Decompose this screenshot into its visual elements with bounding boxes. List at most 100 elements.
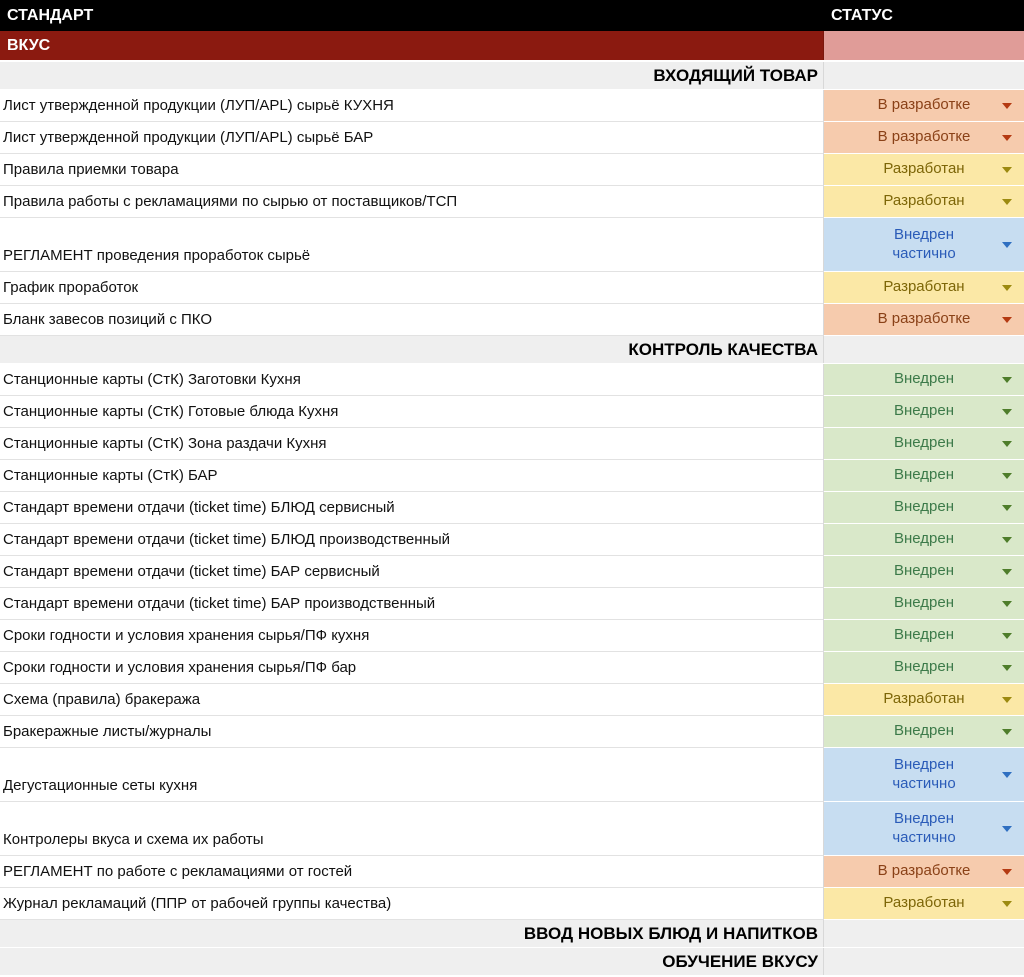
standard-label: Лист утвержденной продукции (ЛУП/APL) сы… [3, 128, 374, 146]
dropdown-arrow-icon[interactable] [1002, 771, 1012, 778]
standard-label: РЕГЛАМЕНТ по работе с рекламациями от го… [3, 862, 353, 880]
status-dropdown[interactable]: Разработан [824, 888, 1024, 920]
table-row: Станционные карты (СтК) БАР Внедрен [0, 460, 1024, 492]
dropdown-arrow-icon[interactable] [1002, 728, 1012, 735]
status-dropdown[interactable]: Разработан [824, 186, 1024, 218]
status-dropdown[interactable]: Внедрен [824, 556, 1024, 588]
dropdown-arrow-icon[interactable] [1002, 166, 1012, 173]
status-dropdown[interactable]: Внедрен [824, 492, 1024, 524]
status-dropdown[interactable]: В разработке [824, 856, 1024, 888]
dropdown-arrow-icon[interactable] [1002, 536, 1012, 543]
standard-label: График проработок [3, 278, 139, 296]
section-title: ВВОД НОВЫХ БЛЮД И НАПИТКОВ [523, 923, 818, 943]
status-dropdown[interactable]: В разработке [824, 304, 1024, 336]
status-label: Разработан [883, 278, 965, 296]
section-title: ОБУЧЕНИЕ ВКУСУ [662, 951, 818, 971]
category-status-cell[interactable] [824, 31, 1024, 60]
dropdown-arrow-icon[interactable] [1002, 376, 1012, 383]
status-dropdown[interactable]: Внедрен частично [824, 802, 1024, 856]
standard-label: Станционные карты (СтК) БАР [3, 466, 218, 484]
section-row: КОНТРОЛЬ КАЧЕСТВА [0, 336, 1024, 364]
status-dropdown[interactable]: Внедрен [824, 524, 1024, 556]
table-row: Сроки годности и условия хранения сырья/… [0, 652, 1024, 684]
status-label: Разработан [883, 160, 965, 178]
table-row: Станционные карты (СтК) Заготовки Кухня … [0, 364, 1024, 396]
table-row: РЕГЛАМЕНТ по работе с рекламациями от го… [0, 856, 1024, 888]
status-label: Внедрен [893, 722, 955, 740]
standard-label: РЕГЛАМЕНТ проведения проработок сырьё [3, 246, 311, 264]
dropdown-arrow-icon[interactable] [1002, 408, 1012, 415]
status-dropdown[interactable]: Внедрен [824, 428, 1024, 460]
status-dropdown[interactable]: Внедрен [824, 620, 1024, 652]
dropdown-arrow-icon[interactable] [1002, 102, 1012, 109]
status-dropdown[interactable]: Внедрен [824, 652, 1024, 684]
section-status-cell [824, 948, 1024, 975]
status-dropdown[interactable]: Внедрен частично [824, 218, 1024, 272]
dropdown-arrow-icon[interactable] [1002, 440, 1012, 447]
standard-label: Журнал рекламаций (ППР от рабочей группы… [3, 894, 392, 912]
dropdown-arrow-icon[interactable] [1002, 600, 1012, 607]
standard-label: Стандарт времени отдачи (ticket time) БЛ… [3, 530, 451, 548]
status-label: Внедрен [893, 530, 955, 548]
dropdown-arrow-icon[interactable] [1002, 632, 1012, 639]
status-label: Разработан [883, 192, 965, 210]
status-label: Внедрен [893, 370, 955, 388]
dropdown-arrow-icon[interactable] [1002, 316, 1012, 323]
status-dropdown[interactable]: В разработке [824, 90, 1024, 122]
status-dropdown[interactable]: Разработан [824, 684, 1024, 716]
status-label: Разработан [883, 690, 965, 708]
category-label: ВКУС [0, 31, 824, 60]
status-dropdown[interactable]: Внедрен [824, 364, 1024, 396]
table-row: Стандарт времени отдачи (ticket time) БА… [0, 588, 1024, 620]
section-status-cell [824, 920, 1024, 947]
dropdown-arrow-icon[interactable] [1002, 868, 1012, 875]
status-dropdown[interactable]: Разработан [824, 154, 1024, 186]
standard-label: Бракеражные листы/журналы [3, 722, 212, 740]
table-row: Стандарт времени отдачи (ticket time) БА… [0, 556, 1024, 588]
status-dropdown[interactable]: В разработке [824, 122, 1024, 154]
status-label: Внедрен [893, 562, 955, 580]
table-row: Схема (правила) бракеража Разработан [0, 684, 1024, 716]
table-row: Правила работы с рекламациями по сырью о… [0, 186, 1024, 218]
dropdown-arrow-icon[interactable] [1002, 900, 1012, 907]
status-dropdown[interactable]: Внедрен [824, 460, 1024, 492]
table-row: График проработок Разработан [0, 272, 1024, 304]
dropdown-arrow-icon[interactable] [1002, 696, 1012, 703]
standard-label: Бланк завесов позиций с ПКО [3, 310, 213, 328]
dropdown-arrow-icon[interactable] [1002, 472, 1012, 479]
dropdown-arrow-icon[interactable] [1002, 284, 1012, 291]
table-row: Сроки годности и условия хранения сырья/… [0, 620, 1024, 652]
dropdown-arrow-icon[interactable] [1002, 504, 1012, 511]
dropdown-arrow-icon[interactable] [1002, 198, 1012, 205]
standard-label: Стандарт времени отдачи (ticket time) БА… [3, 594, 436, 612]
standard-label: Контролеры вкуса и схема их работы [3, 830, 264, 848]
dropdown-arrow-icon[interactable] [1002, 664, 1012, 671]
status-label: Внедрен [893, 658, 955, 676]
dropdown-arrow-icon[interactable] [1002, 241, 1012, 248]
table-row: Лист утвержденной продукции (ЛУП/APL) сы… [0, 90, 1024, 122]
status-dropdown[interactable]: Внедрен [824, 396, 1024, 428]
section-title: КОНТРОЛЬ КАЧЕСТВА [628, 339, 818, 359]
standard-label: Стандарт времени отдачи (ticket time) БЛ… [3, 498, 395, 516]
dropdown-arrow-icon[interactable] [1002, 568, 1012, 575]
section-row: ВХОДЯЩИЙ ТОВАР [0, 62, 1024, 90]
status-label: Внедрен [893, 434, 955, 452]
standard-label: Дегустационные сеты кухня [3, 776, 198, 794]
standard-label: Станционные карты (СтК) Заготовки Кухня [3, 370, 301, 388]
dropdown-arrow-icon[interactable] [1002, 134, 1012, 141]
status-label: Внедрен [893, 498, 955, 516]
status-label: Разработан [883, 894, 965, 912]
status-dropdown[interactable]: Разработан [824, 272, 1024, 304]
status-label: В разработке [877, 128, 971, 146]
table-header-row: СТАНДАРТ СТАТУС [0, 0, 1024, 31]
category-row-vkus: ВКУС [0, 31, 1024, 62]
status-dropdown[interactable]: Внедрен [824, 716, 1024, 748]
status-dropdown[interactable]: Внедрен [824, 588, 1024, 620]
dropdown-arrow-icon[interactable] [1002, 825, 1012, 832]
status-dropdown[interactable]: Внедрен частично [824, 748, 1024, 802]
standard-label: Станционные карты (СтК) Готовые блюда Ку… [3, 402, 339, 420]
status-label: В разработке [877, 862, 971, 880]
section-row: ОБУЧЕНИЕ ВКУСУ [0, 948, 1024, 976]
status-label: Внедрен частично [892, 809, 956, 846]
